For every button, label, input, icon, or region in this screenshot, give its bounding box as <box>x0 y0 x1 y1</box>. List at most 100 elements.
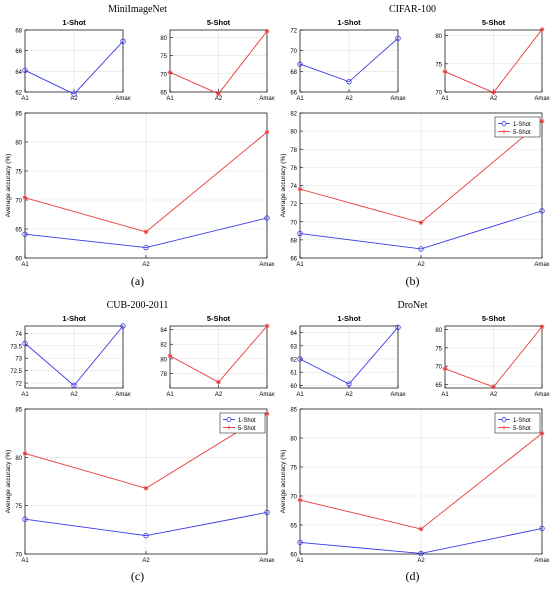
chart-b: 1-Shot 66 68 70 72 A1 A2 Amax 5-Shot 70 75 80 A1 A2 Am… <box>280 18 550 268</box>
y-tick-label: 82 <box>290 112 297 118</box>
data-point <box>22 231 28 237</box>
panel-tag: (c) <box>130 569 145 583</box>
y-axis-label: Average accuracy (%) <box>5 154 12 218</box>
data-point <box>22 451 28 456</box>
x-tick-label: A1 <box>296 96 304 102</box>
series-line <box>24 325 124 387</box>
data-point <box>491 384 496 390</box>
x-tick-label: A1 <box>296 262 304 268</box>
y-tick-label: 62 <box>15 91 22 97</box>
x-tick-label: Amax <box>259 96 274 102</box>
x-tick-label: A2 <box>70 392 78 398</box>
y-tick-label: 75 <box>290 466 297 472</box>
data-point <box>120 38 126 45</box>
y-tick-label: 70 <box>435 365 442 371</box>
series-line <box>299 327 399 385</box>
y-tick-label: 80 <box>160 36 167 42</box>
x-tick-label: A2 <box>215 96 223 102</box>
series-line <box>24 217 268 249</box>
x-tick-label: A2 <box>417 262 425 268</box>
legend-label: 5-Shot <box>513 130 531 136</box>
data-point <box>491 90 496 95</box>
y-tick-label: 64 <box>15 70 22 76</box>
x-tick-label: A2 <box>70 96 78 102</box>
x-tick-label: A1 <box>296 558 304 564</box>
y-tick-label: 60 <box>15 257 22 263</box>
subplot-title: 5-Shot <box>207 18 231 27</box>
data-point <box>264 411 270 417</box>
panel-tag: (b) <box>405 274 420 288</box>
subplot-title: 1-Shot <box>337 314 361 323</box>
y-tick-label: 65 <box>160 91 167 97</box>
y-axis-label: Average accuracy (%) <box>280 154 287 218</box>
data-point <box>442 69 448 75</box>
y-tick-label: 70 <box>290 49 297 55</box>
legend-box <box>494 412 541 434</box>
data-point <box>395 324 401 331</box>
x-tick-label: Amax <box>534 558 549 564</box>
data-point <box>297 539 303 546</box>
x-tick-label: A2 <box>142 262 150 268</box>
y-tick-label: 70 <box>290 220 297 226</box>
y-tick-label: 70 <box>435 91 442 97</box>
series-line <box>24 511 268 537</box>
series-line <box>299 528 543 554</box>
data-point <box>22 516 28 522</box>
y-tick-label: 66 <box>290 91 297 97</box>
x-tick-label: Amax <box>534 262 549 268</box>
x-tick-label: A1 <box>21 96 29 102</box>
legend-label: 1-Shot <box>513 418 531 424</box>
y-tick-label: 78 <box>290 148 297 154</box>
data-point <box>539 208 545 214</box>
data-point <box>346 78 352 85</box>
y-tick-label: 66 <box>15 49 22 55</box>
y-tick-label: 70 <box>15 553 22 559</box>
y-tick-label: 64 <box>290 331 297 337</box>
y-tick-label: 85 <box>290 408 297 414</box>
data-point <box>71 382 77 389</box>
x-tick-label: Amax <box>390 392 405 398</box>
x-tick-label: A2 <box>417 558 425 564</box>
data-point <box>264 129 270 135</box>
y-tick-label: 68 <box>290 238 297 244</box>
data-point <box>216 379 221 385</box>
y-tick-label: 78 <box>160 372 167 378</box>
x-tick-label: Amax <box>534 392 549 398</box>
y-tick-label: 74 <box>15 332 22 338</box>
legend-marker <box>502 425 506 430</box>
data-point <box>539 430 545 436</box>
x-tick-label: A1 <box>441 96 449 102</box>
legend-marker <box>226 417 232 422</box>
y-tick-label: 75 <box>435 346 442 352</box>
data-point <box>297 497 303 503</box>
y-tick-label: 80 <box>160 357 167 363</box>
chart-c: 1-Shot 72 72.5 73 73.5 74 A1 A2 Amax 5-Shot 78 80 82… <box>5 314 275 564</box>
subplot-title: 1-Shot <box>62 314 86 323</box>
x-tick-label: A1 <box>21 558 29 564</box>
panel-title: DroNet <box>397 300 428 311</box>
y-tick-label: 80 <box>15 141 22 147</box>
y-tick-label: 63 <box>290 344 297 350</box>
data-point <box>143 485 149 491</box>
y-tick-label: 66 <box>290 257 297 263</box>
y-tick-label: 70 <box>160 72 167 78</box>
data-point <box>22 67 28 73</box>
y-tick-label: 85 <box>15 408 22 414</box>
data-point <box>297 186 303 192</box>
x-tick-label: A1 <box>441 392 449 398</box>
data-point <box>418 246 424 252</box>
data-point <box>297 356 303 362</box>
y-tick-label: 72 <box>290 202 297 208</box>
x-tick-label: A1 <box>166 392 174 398</box>
y-tick-label: 62 <box>290 357 297 363</box>
panel-c: CUB-200-2011 1-Shot 72 72.5 73 73.5 74 A1 A2 Ama… <box>0 296 275 587</box>
y-axis-label: Average accuracy (%) <box>5 450 12 514</box>
panel-a: MiniImageNet 1-Shot 62 64 66 68 A1 A2 Amax 5-Sho… <box>0 0 275 293</box>
x-tick-label: Amax <box>259 392 274 398</box>
y-tick-label: 72 <box>15 382 22 388</box>
y-tick-label: 80 <box>435 328 442 334</box>
y-tick-label: 73 <box>15 357 22 363</box>
legend-marker <box>501 417 507 422</box>
y-tick-label: 60 <box>290 384 297 390</box>
y-tick-label: 75 <box>160 54 167 60</box>
